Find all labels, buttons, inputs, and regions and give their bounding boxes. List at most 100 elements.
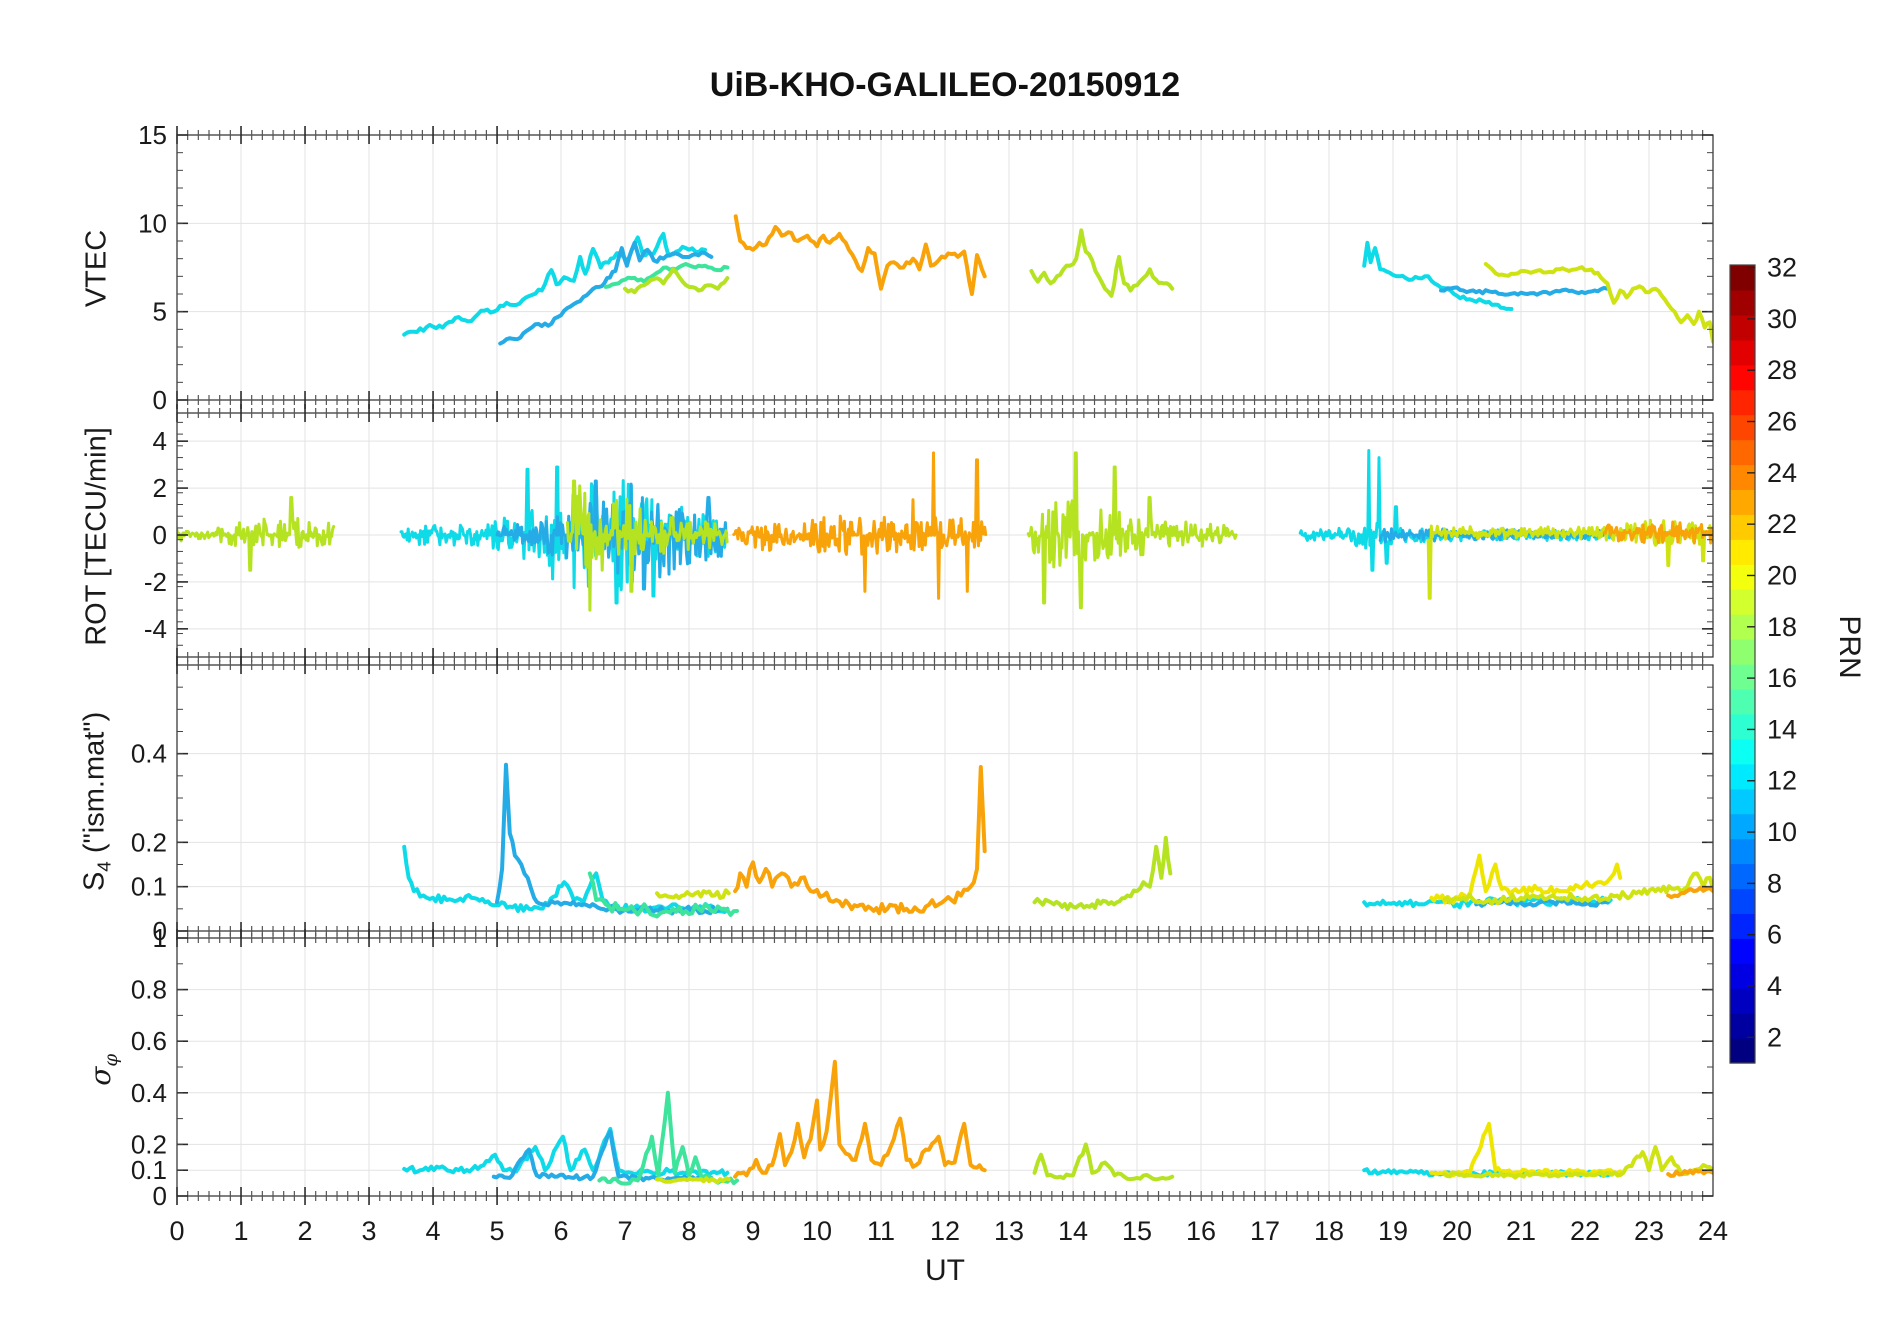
xtick-label: 23 [1634,1216,1664,1246]
ytick-label-s4: 0.2 [131,827,167,857]
colorbar-band [1730,539,1755,565]
ytick-label-sigmaphi: 0 [153,1181,167,1211]
trace-rot-prn17 [1026,451,1238,610]
colorbar-band [1730,514,1755,540]
colorbar-band [1730,838,1755,865]
ytick-label-rot: -2 [144,567,167,597]
trace-rot-prn22 [732,451,988,600]
colorbar-tick-label: 14 [1767,714,1797,744]
colorbar-band [1730,564,1755,590]
colorbar-band [1730,589,1755,615]
colorbar-tick-label: 4 [1767,971,1782,1001]
trace-vtec-prn12 [402,246,603,337]
colorbar-tick-label: 10 [1767,817,1797,847]
ytick-label-sigmaphi: 0.2 [131,1129,167,1159]
xtick-label: 14 [1058,1216,1088,1246]
xtick-label: 13 [994,1216,1024,1246]
trace-s4-prn22 [1666,885,1713,900]
xtick-label: 18 [1314,1216,1344,1246]
trace-vtec-prn22 [733,214,987,296]
colorbar-band [1730,364,1755,391]
colorbar-tick-label: 2 [1767,1022,1782,1052]
ytick-label-s4: 0.4 [131,739,167,769]
trace-s4-prn17 [1032,835,1173,912]
colorbar-band [1730,1038,1755,1064]
xtick-label: 24 [1698,1216,1728,1246]
colorbar-band [1730,389,1755,416]
colorbar-band [1730,414,1755,441]
trace-sigmaphi-prn10 [491,1129,714,1183]
colorbar-band [1730,738,1755,765]
trace-rot-prn10 [1378,527,1605,544]
xtick-label: 5 [489,1216,504,1246]
y-axis-label-rot: ROT [TECU/min] [80,427,113,646]
xtick-label: 17 [1250,1216,1280,1246]
xtick-label: 2 [297,1216,312,1246]
y-axis-label-vtec: VTEC [80,229,113,308]
xtick-label: 9 [745,1216,760,1246]
colorbar-tick-label: 20 [1767,560,1797,590]
ytick-label-rot: 0 [153,520,167,550]
ytick-label-s4: 0 [153,916,167,946]
trace-s4-prn18 [1442,871,1713,906]
ytick-label-rot: 4 [153,426,167,456]
ytick-label-vtec: 15 [138,120,167,150]
trace-rot-prn17 [565,479,729,612]
trace-s4-prn12 [402,844,730,914]
trace-s4-prn15 [587,871,739,919]
colorbar-tick-label: 8 [1767,868,1782,898]
ytick-label-vtec: 10 [138,208,167,238]
xtick-label: 12 [930,1216,960,1246]
colorbar-tick-label: 18 [1767,612,1797,642]
trace-sigmaphi-prn17 [655,1176,731,1185]
xtick-label: 10 [802,1216,832,1246]
colorbar-band [1730,339,1755,366]
ytick-label-sigmaphi: 0.1 [131,1155,167,1185]
xtick-label: 7 [617,1216,632,1246]
colorbar-tick-label: 22 [1767,509,1797,539]
colorbar-band [1730,863,1755,890]
colorbar-band [1730,489,1755,515]
colorbar-tick-label: 26 [1767,407,1797,437]
xtick-label: 21 [1506,1216,1536,1246]
colorbar-band [1730,265,1755,291]
colorbar-tick-label: 6 [1767,920,1782,950]
trace-sigmaphi-prn17 [1032,1142,1175,1182]
panel-vtec: 0 5 10 15 [138,120,1714,415]
colorbar-band [1730,688,1755,715]
ytick-label-vtec: 0 [153,385,167,415]
y-axis-label-s4: S4 ("ism.mat") [78,711,115,892]
trace-vtec-prn10 [1439,285,1610,297]
colorbar-band [1730,938,1755,964]
xtick-label: 6 [553,1216,568,1246]
trace-vtec-prn17 [623,267,730,295]
colorbar-tick-label: 30 [1767,304,1797,334]
colorbar-band [1730,639,1755,665]
colorbar-band [1730,813,1755,840]
trace-sigmaphi-prn22 [1666,1168,1713,1178]
ytick-label-sigmaphi: 0.8 [131,975,167,1005]
colorbar-band [1730,963,1755,989]
colorbar-band [1730,788,1755,815]
colorbar-tick-label: 28 [1767,355,1797,385]
trace-vtec-prn12 [1362,240,1514,311]
trace-vtec-prn15 [603,262,730,289]
colorbar-tick-label: 32 [1767,253,1797,283]
ytick-label-sigmaphi: 1 [153,923,167,953]
colorbar-band [1730,439,1755,466]
trace-s4-prn22 [733,765,987,916]
xtick-label: 22 [1570,1216,1600,1246]
xtick-label: 3 [361,1216,376,1246]
colorbar-band [1730,1013,1755,1039]
trace-rot-prn22 [1602,520,1713,545]
trace-vtec-prn17 [1029,228,1175,298]
xtick-label: 1 [233,1216,248,1246]
panel-sigmaphi: 00.10.2 0.4 0.6 0.8 1 [131,923,1714,1211]
colorbar-tick-label: 16 [1767,663,1797,693]
xtick-label: 16 [1186,1216,1216,1246]
ytick-label-sigmaphi: 0.6 [131,1026,167,1056]
xtick-label: 19 [1378,1216,1408,1246]
